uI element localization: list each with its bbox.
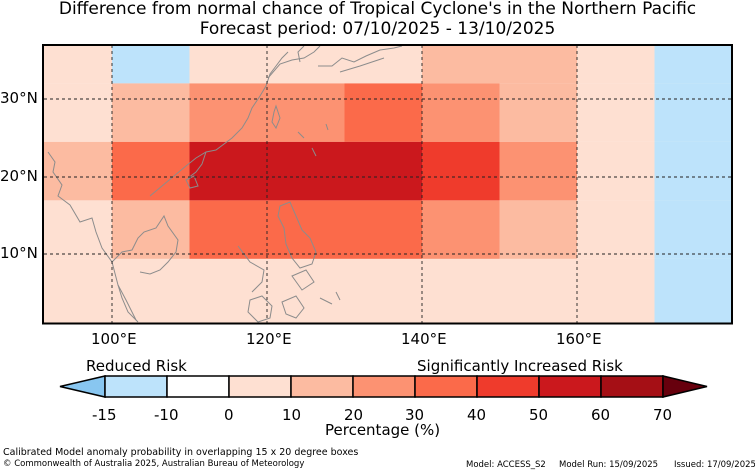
colorbar-tick: 0 xyxy=(224,406,234,424)
colorbar-tick: 40 xyxy=(467,406,487,424)
anomaly-cell xyxy=(344,200,422,259)
colorbar-segment xyxy=(290,375,354,398)
anomaly-cell xyxy=(499,258,577,323)
colorbar-segment xyxy=(352,375,416,398)
anomaly-cell xyxy=(422,258,500,323)
lat-lon-gridlines xyxy=(44,45,731,323)
map-title: Difference from normal chance of Tropica… xyxy=(58,0,697,19)
colorbar-segment xyxy=(538,375,602,398)
colorbar-tick: 50 xyxy=(529,406,549,424)
anomaly-cell xyxy=(422,83,500,142)
colorbar-segment xyxy=(600,375,664,398)
colorbar-segment xyxy=(414,375,478,398)
footer-model: Model: ACCESS_S2 xyxy=(466,460,546,470)
anomaly-cell xyxy=(422,46,500,84)
anomaly-cell xyxy=(44,46,112,84)
footer-model-run: Model Run: 15/09/2025 xyxy=(559,460,659,470)
colorbar-segment xyxy=(228,375,292,398)
anomaly-cells xyxy=(44,46,731,323)
anomaly-cell xyxy=(577,83,655,142)
anomaly-cell xyxy=(112,258,190,323)
anomaly-cell xyxy=(267,200,345,259)
anomaly-cell xyxy=(189,46,267,84)
anomaly-cell xyxy=(499,83,577,142)
map-subtitle: Forecast period: 07/10/2025 - 13/10/2025 xyxy=(199,19,556,39)
anomaly-cell xyxy=(112,83,190,142)
anomaly-cell xyxy=(112,141,190,201)
lon-tick-100: 100°E xyxy=(91,330,137,348)
map-frame xyxy=(42,44,733,325)
anomaly-cell xyxy=(344,141,422,201)
anomaly-cell xyxy=(44,141,112,201)
anomaly-cell xyxy=(44,83,112,142)
anomaly-cell xyxy=(654,141,731,201)
colorbar-tick: -10 xyxy=(154,406,179,424)
reduced-risk-label: Reduced Risk xyxy=(86,357,187,375)
anomaly-cell xyxy=(577,46,655,84)
colorbar-xlabel: Percentage (%) xyxy=(325,421,441,439)
footer-issued: Issued: 17/09/2025 xyxy=(674,460,755,470)
anomaly-cell xyxy=(189,200,267,259)
anomaly-cell xyxy=(577,258,655,323)
colorbar-segment xyxy=(104,375,168,398)
anomaly-cell xyxy=(654,200,731,259)
coastline xyxy=(47,45,403,323)
anomaly-cell xyxy=(344,46,422,84)
footer-copyright: © Commonwealth of Australia 2025, Austra… xyxy=(3,459,305,469)
anomaly-cell xyxy=(654,46,731,84)
anomaly-cell xyxy=(267,141,345,201)
anomaly-cell xyxy=(499,200,577,259)
anomaly-cell xyxy=(499,46,577,84)
anomaly-cell xyxy=(654,258,731,323)
anomaly-cell xyxy=(577,200,655,259)
anomaly-cell xyxy=(654,83,731,142)
colorbar-segment xyxy=(476,375,540,398)
lat-tick-10: 10°N xyxy=(0,244,38,262)
anomaly-cell xyxy=(499,141,577,201)
anomaly-cell xyxy=(422,141,500,201)
lon-tick-160: 160°E xyxy=(556,330,602,348)
anomaly-cell xyxy=(189,83,267,142)
increased-risk-label: Significantly Increased Risk xyxy=(417,357,623,375)
anomaly-cell xyxy=(189,141,267,201)
colorbar-tick: 60 xyxy=(591,406,611,424)
colorbar-tick: 10 xyxy=(282,406,302,424)
anomaly-cell xyxy=(112,46,190,84)
anomaly-cell xyxy=(189,258,267,323)
colorbar xyxy=(59,375,708,398)
anomaly-cell xyxy=(344,83,422,142)
footer-description: Calibrated Model anomaly probability in … xyxy=(3,447,359,458)
lon-tick-120: 120°E xyxy=(246,330,292,348)
anomaly-cell xyxy=(267,258,345,323)
anomaly-cell xyxy=(422,200,500,259)
colorbar-over-arrow xyxy=(662,375,708,398)
colorbar-under-arrow xyxy=(59,375,106,398)
anomaly-cell xyxy=(267,83,345,142)
colorbar-segment xyxy=(166,375,230,398)
colorbar-tick: 30 xyxy=(405,406,425,424)
colorbar-tick: 20 xyxy=(344,406,364,424)
lat-tick-20: 20°N xyxy=(0,167,38,185)
colorbar-tick: 70 xyxy=(653,406,673,424)
lon-tick-140: 140°E xyxy=(401,330,447,348)
anomaly-cell xyxy=(44,200,112,259)
colorbar-tick: -15 xyxy=(92,406,117,424)
lat-tick-30: 30°N xyxy=(0,89,38,107)
anomaly-cell xyxy=(577,141,655,201)
anomaly-cell xyxy=(44,258,112,323)
anomaly-cell xyxy=(344,258,422,323)
